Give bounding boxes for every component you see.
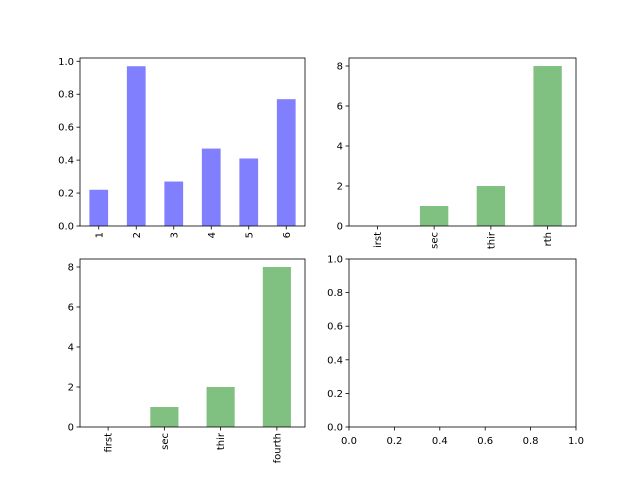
ytick-label: 8 (337, 62, 343, 73)
ytick-label: 4 (337, 142, 343, 153)
xtick-label: thir (486, 231, 497, 249)
ytick-label: 0.6 (58, 123, 74, 134)
xtick-label: 2 (132, 232, 143, 238)
ytick-label: 0.4 (327, 355, 343, 366)
bar-thir (206, 387, 235, 427)
bar-3 (164, 181, 184, 226)
ytick-label: 6 (68, 303, 74, 314)
xtick-label: 6 (282, 232, 293, 238)
xtick-label: 0.4 (432, 436, 448, 447)
xtick-label: first (104, 433, 115, 453)
axes-frame (348, 57, 577, 227)
subplot-1: 0.0 0.2 0.4 0.6 0.8 1.0 1 2 3 4 5 6 (58, 57, 306, 238)
xtick-label: 1.0 (568, 436, 584, 447)
xtick-label: 5 (244, 232, 255, 238)
ytick-label: 8 (68, 263, 74, 274)
ytick-label: 0.2 (327, 389, 343, 400)
xtick-label: sec (160, 433, 171, 450)
ytick-label: 0.8 (58, 90, 74, 101)
bar-4 (201, 148, 221, 226)
subplot-4: 0.0 0.2 0.4 0.6 0.8 1.0 0.0 0.2 0.4 0.6 0.8 1.0 (327, 255, 584, 448)
axes-frame (79, 57, 306, 227)
ytick-label: 1.0 (327, 255, 343, 266)
ytick-label: 0.0 (327, 423, 343, 434)
bar-sec (419, 206, 449, 226)
ytick-label: 0.6 (327, 322, 343, 333)
xtick-label: 1 (94, 232, 105, 238)
bar-fourth (262, 267, 291, 427)
axes-frame (348, 258, 577, 428)
subplot-3: 0 2 4 6 8 first sec thir fourth (68, 258, 306, 463)
ytick-label: 2 (337, 182, 343, 193)
bar-thir (476, 186, 506, 226)
bar-2 (126, 66, 146, 226)
xtick-label: 4 (207, 232, 218, 238)
ytick-label: 0.2 (58, 189, 74, 200)
bar-6 (276, 99, 296, 226)
xtick-label: 0.8 (523, 436, 539, 447)
xtick-label: 3 (169, 232, 180, 238)
bar-sec (150, 407, 179, 427)
xtick-label: irst (373, 232, 384, 248)
ytick-label: 0 (68, 423, 74, 434)
subplot-2: 0 2 4 6 8 irst sec thir rth (337, 57, 577, 249)
xtick-label: fourth (272, 433, 283, 463)
ytick-label: 0.4 (58, 156, 74, 167)
ytick-label: 0.0 (58, 222, 74, 233)
ytick-label: 4 (68, 343, 74, 354)
xtick-label: sec (430, 232, 441, 249)
bar-1 (89, 189, 109, 226)
bar-5 (239, 158, 259, 226)
xtick-label: 0.6 (477, 436, 493, 447)
xtick-label: 0.2 (386, 436, 402, 447)
ytick-label: 1.0 (58, 57, 74, 68)
axes-frame (79, 258, 306, 428)
ytick-label: 2 (68, 383, 74, 394)
xtick-label: rth (543, 232, 554, 246)
bar-fourth (533, 66, 562, 226)
xtick-label: thir (216, 432, 227, 450)
ytick-label: 6 (337, 102, 343, 113)
xtick-label: 0.0 (341, 436, 357, 447)
ytick-label: 0 (337, 222, 343, 233)
ytick-label: 0.8 (327, 288, 343, 299)
